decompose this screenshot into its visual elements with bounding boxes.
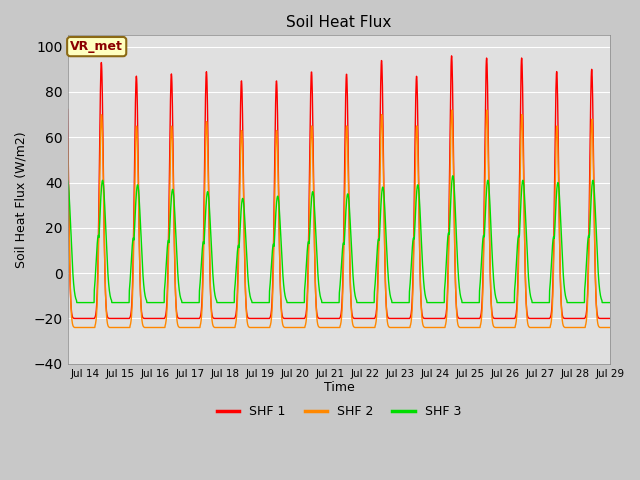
- X-axis label: Time: Time: [324, 382, 355, 395]
- SHF 3: [420, 286, 428, 291]
- Title: Soil Heat Flux: Soil Heat Flux: [286, 15, 392, 30]
- SHF 1: [588, 69, 596, 74]
- SHF 1: [607, 315, 614, 321]
- SHF 3: [404, 300, 412, 305]
- SHF 1: [70, 315, 78, 321]
- SHF 2: [96, 180, 104, 186]
- Line: SHF 3: SHF 3: [68, 176, 611, 302]
- SHF 1: [96, 141, 104, 146]
- SHF 3: [73, 300, 81, 305]
- SHF 1: [420, 315, 428, 321]
- SHF 2: [71, 324, 79, 330]
- SHF 3: [524, 257, 531, 263]
- SHF 2: [342, 129, 350, 135]
- SHF 1: [404, 315, 412, 321]
- SHF 2: [448, 107, 456, 113]
- SHF 2: [404, 324, 412, 330]
- Text: VR_met: VR_met: [70, 40, 123, 53]
- Line: SHF 2: SHF 2: [68, 110, 611, 327]
- SHF 3: [607, 300, 614, 305]
- Legend: SHF 1, SHF 2, SHF 3: SHF 1, SHF 2, SHF 3: [212, 400, 466, 423]
- SHF 2: [420, 324, 428, 330]
- Line: SHF 1: SHF 1: [68, 56, 611, 318]
- Y-axis label: Soil Heat Flux (W/m2): Soil Heat Flux (W/m2): [15, 131, 28, 268]
- SHF 2: [588, 116, 596, 122]
- SHF 3: [64, 178, 72, 183]
- SHF 3: [342, 204, 350, 210]
- SHF 1: [342, 75, 350, 81]
- SHF 2: [524, 319, 531, 324]
- SHF 2: [607, 324, 614, 330]
- SHF 1: [524, 313, 531, 319]
- SHF 3: [449, 173, 456, 179]
- SHF 3: [588, 183, 596, 189]
- SHF 3: [96, 220, 104, 226]
- SHF 2: [64, 137, 72, 143]
- SHF 1: [64, 107, 72, 112]
- SHF 1: [448, 53, 456, 59]
